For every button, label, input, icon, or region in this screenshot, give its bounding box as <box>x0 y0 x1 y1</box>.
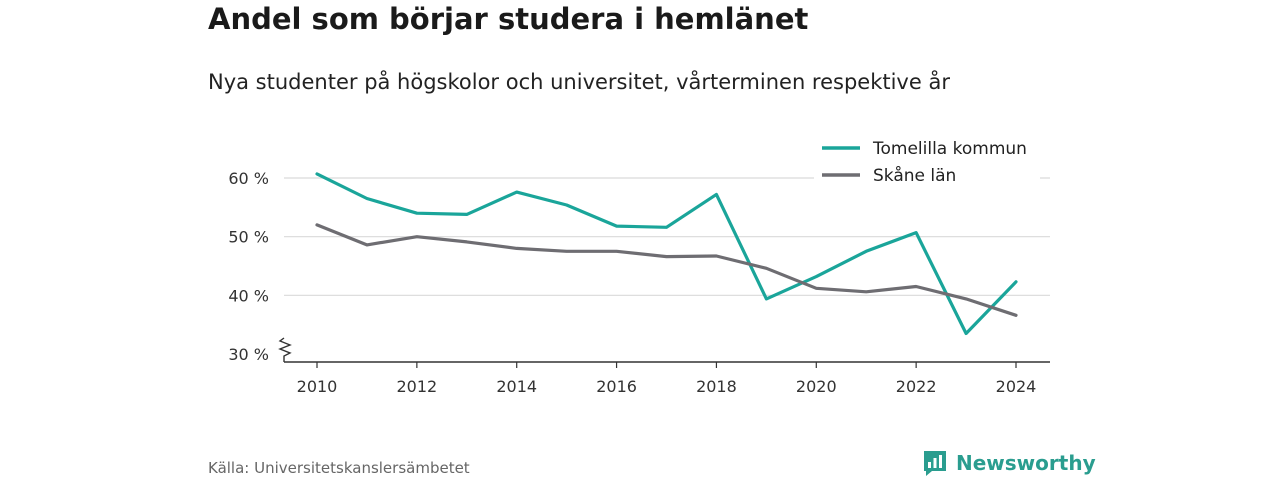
series-lines <box>315 172 1018 336</box>
legend-background <box>814 132 1040 190</box>
x-tick-label: 2018 <box>696 377 737 396</box>
x-tick-label: 2022 <box>896 377 937 396</box>
x-axis <box>278 337 1050 363</box>
y-tick-labels: 30 % 40 % 50 % 60 % <box>228 169 269 364</box>
x-tick-label: 2010 <box>297 377 338 396</box>
y-tick-label: 30 % <box>228 345 269 364</box>
series-line-2 <box>315 223 1018 317</box>
legend: Tomelilla kommun Skåne län <box>814 132 1040 190</box>
y-tick-label: 40 % <box>228 286 269 305</box>
x-tick-label: 2012 <box>396 377 437 396</box>
legend-label: Tomelilla kommun <box>872 139 1027 159</box>
x-tick-label: 2016 <box>596 377 637 396</box>
axis-break-icon <box>278 337 292 362</box>
series-line-1 <box>315 172 1018 336</box>
legend-label: Skåne län <box>873 165 956 186</box>
newsworthy-logo-icon <box>924 451 946 476</box>
gridlines <box>284 177 1050 296</box>
source-note: Källa: Universitetskanslersämbetet <box>208 459 470 477</box>
x-tick-label: 2014 <box>496 377 537 396</box>
chart-subtitle: Nya studenter på högskolor och universit… <box>208 70 950 94</box>
line-chart: 30 % 40 % 50 % 60 % 2010 2012 2014 2016 2018 202… <box>228 132 1050 396</box>
brand-name: Newsworthy <box>956 451 1096 475</box>
x-tick-label: 2020 <box>796 377 837 396</box>
brand-logo: Newsworthy <box>922 449 1096 477</box>
x-tick-label: 2024 <box>996 377 1037 396</box>
x-tick-labels: 2010 2012 2014 2016 2018 2020 2022 2024 <box>297 362 1037 396</box>
chart-title: Andel som börjar studera i hemlänet <box>208 2 809 36</box>
y-tick-label: 60 % <box>228 169 269 188</box>
y-tick-label: 50 % <box>228 228 269 247</box>
